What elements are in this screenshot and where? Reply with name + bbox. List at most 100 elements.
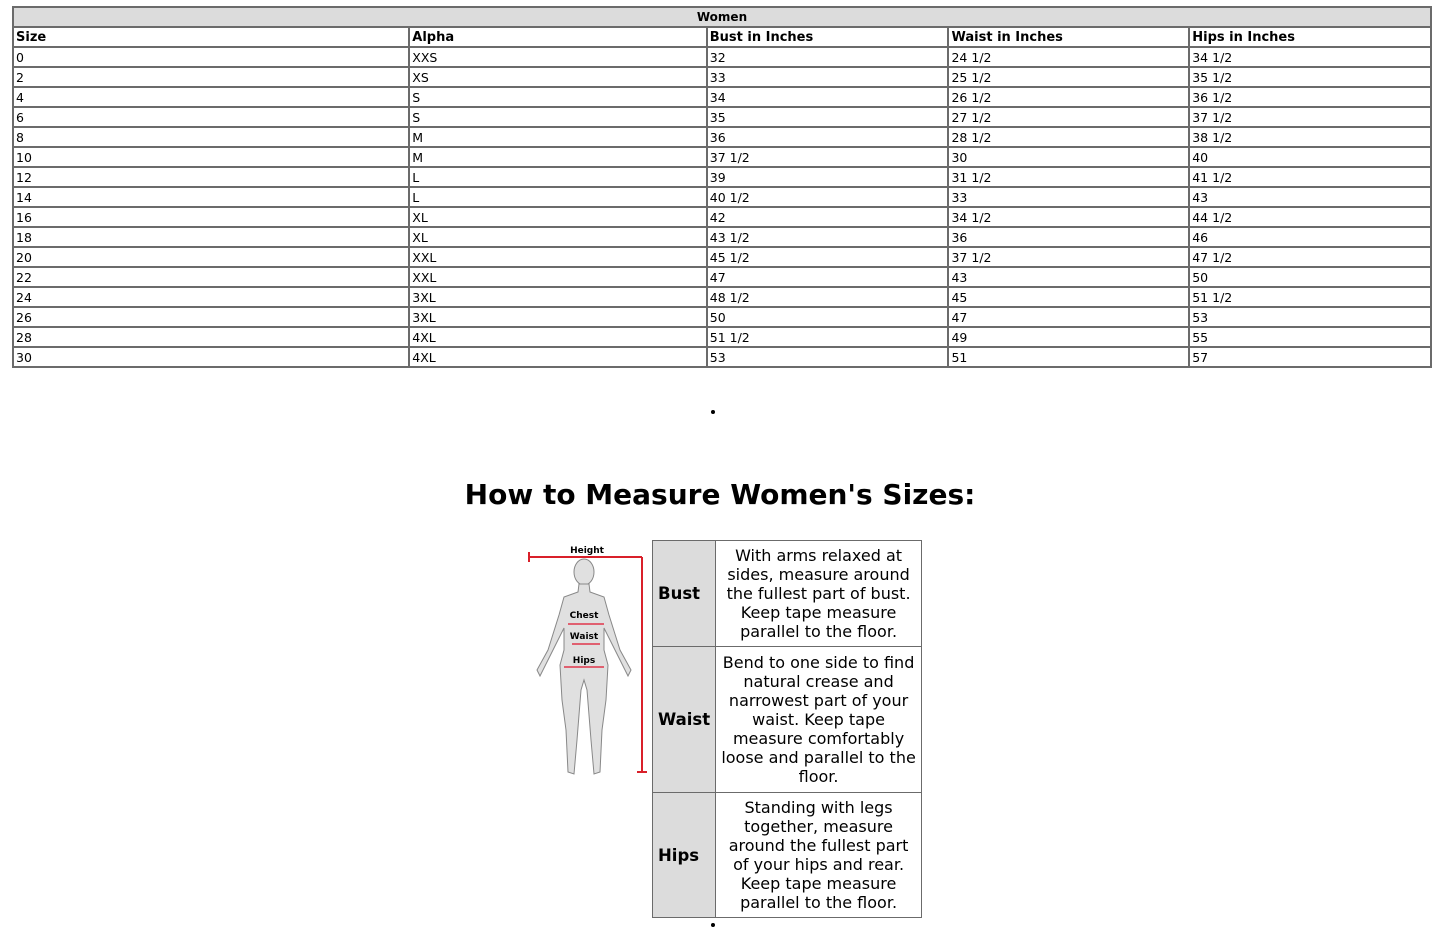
table-cell: 42 xyxy=(705,206,950,228)
row-text: Standing with legs together, measure aro… xyxy=(715,792,922,918)
table-cell: 53 xyxy=(705,346,950,368)
table-cell: 35 xyxy=(705,106,950,128)
table-cell: 45 1/2 xyxy=(705,246,950,268)
table-cell: XXS xyxy=(408,46,708,68)
table-cell: M xyxy=(408,146,708,168)
table-cell: 27 1/2 xyxy=(947,106,1191,128)
table-cell: 43 xyxy=(1188,186,1432,208)
row-label: Waist xyxy=(651,646,717,793)
table-cell: 26 1/2 xyxy=(947,86,1191,108)
table-cell: 37 1/2 xyxy=(705,146,950,168)
table-cell: 8 xyxy=(11,126,411,148)
table-cell: 57 xyxy=(1188,346,1432,368)
table-cell: 40 1/2 xyxy=(705,186,950,208)
row-text: Bend to one side to find natural crease … xyxy=(715,646,922,793)
table-cell: 26 xyxy=(11,306,411,328)
table-cell: 34 1/2 xyxy=(947,206,1191,228)
table-cell: 50 xyxy=(1188,266,1432,288)
table-cell: 43 1/2 xyxy=(705,226,950,248)
table-cell: 47 xyxy=(947,306,1191,328)
table-cell: L xyxy=(408,166,708,188)
column-header: Hips in Inches xyxy=(1188,26,1432,48)
table-caption: Women xyxy=(12,6,1432,28)
table-cell: 50 xyxy=(705,306,950,328)
table-cell: 33 xyxy=(705,66,950,88)
table-cell: 28 xyxy=(11,326,411,348)
table-cell: 34 1/2 xyxy=(1188,46,1432,68)
table-cell: 31 1/2 xyxy=(947,166,1191,188)
table-cell: 25 1/2 xyxy=(947,66,1191,88)
table-cell: 39 xyxy=(705,166,950,188)
table-cell: 43 xyxy=(947,266,1191,288)
women-size-chart: Women Size Alpha Bust in Inches Waist in In… xyxy=(11,6,1432,368)
table-cell: XS xyxy=(408,66,708,88)
height-label: Height xyxy=(570,546,605,556)
table-cell: 6 xyxy=(11,106,411,128)
table-cell: 34 xyxy=(705,86,950,108)
table-cell: 14 xyxy=(11,186,411,208)
table-cell: 16 xyxy=(11,206,411,228)
instruction-row-waist: Waist Bend to one side to find natural cr… xyxy=(651,646,922,793)
table-cell: 3XL xyxy=(408,306,708,328)
table-cell: 46 xyxy=(1188,226,1432,248)
table-cell: 3XL xyxy=(408,286,708,308)
row-label: Bust xyxy=(651,540,717,647)
table-row: 12 L 39 31 1/2 41 1/2 xyxy=(11,166,1432,188)
table-cell: 44 1/2 xyxy=(1188,206,1432,228)
table-cell: 4XL xyxy=(408,326,708,348)
table-cell: 41 1/2 xyxy=(1188,166,1432,188)
table-cell: 2 xyxy=(11,66,411,88)
table-cell: 30 xyxy=(947,146,1191,168)
table-cell: XXL xyxy=(408,266,708,288)
column-header: Bust in Inches xyxy=(705,26,950,48)
table-cell: S xyxy=(408,106,708,128)
hips-label: Hips xyxy=(573,656,595,666)
row-text: With arms relaxed at sides, measure arou… xyxy=(715,540,922,647)
table-cell: L xyxy=(408,186,708,208)
table-cell: 37 1/2 xyxy=(1188,106,1432,128)
table-cell: XL xyxy=(408,226,708,248)
chest-label: Chest xyxy=(570,611,599,621)
table-cell: 12 xyxy=(11,166,411,188)
table-cell: 28 1/2 xyxy=(947,126,1191,148)
table-cell: 32 xyxy=(705,46,950,68)
table-cell: 51 xyxy=(947,346,1191,368)
table-cell: 36 1/2 xyxy=(1188,86,1432,108)
table-cell: 4 xyxy=(11,86,411,108)
waist-label: Waist xyxy=(570,632,599,642)
table-row: 18 XL 43 1/2 36 46 xyxy=(11,226,1432,248)
table-cell: S xyxy=(408,86,708,108)
column-header: Alpha xyxy=(408,26,708,48)
table-cell: 48 1/2 xyxy=(705,286,950,308)
table-cell: 24 1/2 xyxy=(947,46,1191,68)
table-cell: 37 1/2 xyxy=(947,246,1191,268)
table-cell: 51 1/2 xyxy=(705,326,950,348)
column-header: Size xyxy=(11,26,411,48)
table-cell: 24 xyxy=(11,286,411,308)
table-row: 8 M 36 28 1/2 38 1/2 xyxy=(11,126,1432,148)
bullet xyxy=(711,410,715,414)
table-cell: 51 1/2 xyxy=(1188,286,1432,308)
table-cell: 10 xyxy=(11,146,411,168)
row-label: Hips xyxy=(651,792,717,918)
table-cell: 47 xyxy=(705,266,950,288)
table-row: 20 XXL 45 1/2 37 1/2 47 1/2 xyxy=(11,246,1432,268)
table-cell: 40 xyxy=(1188,146,1432,168)
measurement-instructions-table: Bust With arms relaxed at sides, measure … xyxy=(651,540,922,918)
table-cell: 22 xyxy=(11,266,411,288)
table-cell: 36 xyxy=(705,126,950,148)
table-cell: 30 xyxy=(11,346,411,368)
table-row: 24 3XL 48 1/2 45 51 1/2 xyxy=(11,286,1432,308)
table-row: 10 M 37 1/2 30 40 xyxy=(11,146,1432,168)
table-row: 6 S 35 27 1/2 37 1/2 xyxy=(11,106,1432,128)
table-row: 28 4XL 51 1/2 49 55 xyxy=(11,326,1432,348)
table-cell: 47 1/2 xyxy=(1188,246,1432,268)
table-row: 16 XL 42 34 1/2 44 1/2 xyxy=(11,206,1432,228)
table-header-row: Size Alpha Bust in Inches Waist in Inches Hi… xyxy=(11,26,1432,48)
bullet xyxy=(711,923,715,927)
table-cell: 33 xyxy=(947,186,1191,208)
table-row: 4 S 34 26 1/2 36 1/2 xyxy=(11,86,1432,108)
table-cell: 18 xyxy=(11,226,411,248)
page-title: How to Measure Women's Sizes: xyxy=(464,478,976,511)
table-cell: 4XL xyxy=(408,346,708,368)
